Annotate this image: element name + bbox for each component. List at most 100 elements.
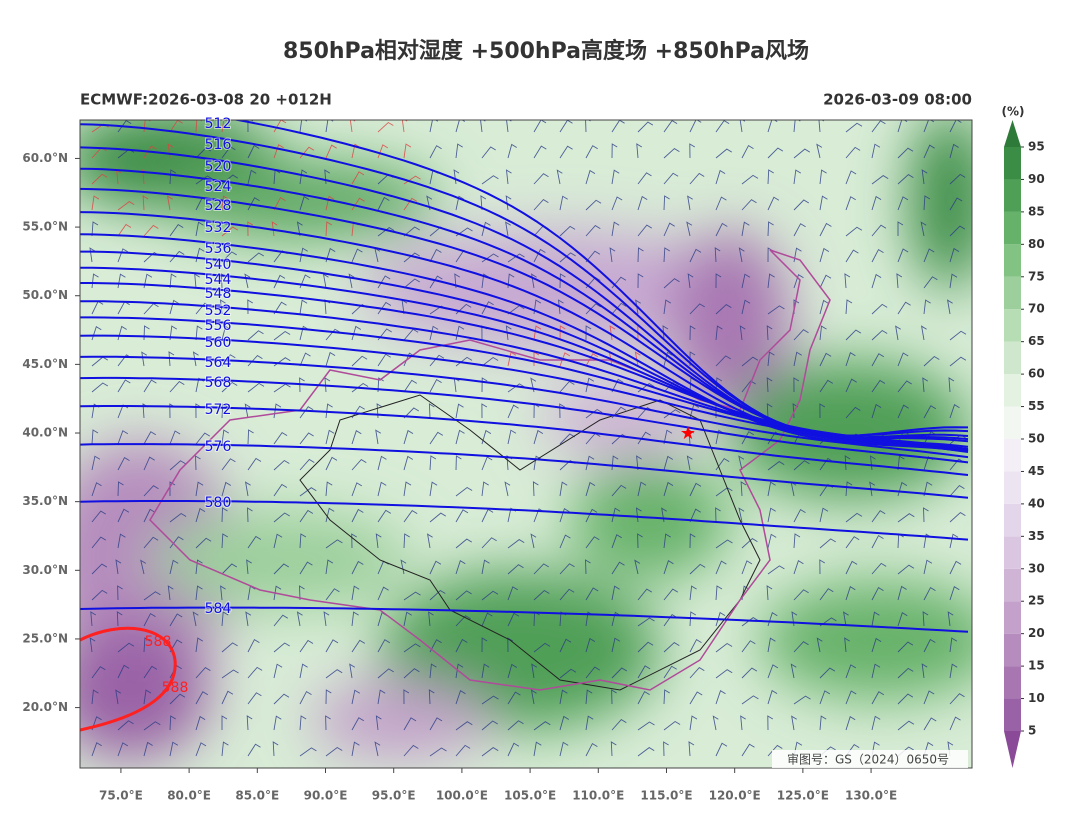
- wind-barb: [325, 539, 343, 549]
- wind-barb: [949, 693, 965, 705]
- wind-barb: [844, 455, 851, 471]
- wind-barb: [273, 459, 290, 471]
- wind-barb: [819, 352, 832, 367]
- wind-barb: [429, 455, 437, 471]
- wind-barb: [819, 559, 826, 575]
- wind-barb: [91, 563, 108, 575]
- wind-barb: [143, 379, 157, 393]
- wind-barb: [689, 143, 696, 159]
- wind-barb: [481, 403, 488, 419]
- wind-barb: [195, 585, 203, 601]
- wind-barb: [871, 534, 884, 549]
- wind-barb: [377, 227, 395, 237]
- wind-barb: [559, 433, 576, 445]
- wind-barb: [559, 195, 568, 211]
- wind-barb: [871, 562, 887, 575]
- wind-barb: [767, 533, 777, 549]
- height-contour-label: 556: [205, 318, 232, 334]
- wind-barb: [871, 663, 881, 679]
- wind-barb: [117, 223, 132, 237]
- wind-barb: [559, 325, 566, 341]
- wind-barb: [481, 456, 493, 471]
- wind-barb: [143, 637, 151, 653]
- wind-barb: [949, 663, 958, 679]
- wind-barb: [767, 744, 783, 757]
- wind-barb: [377, 586, 389, 601]
- wind-barb: [663, 120, 678, 133]
- wind-barb: [351, 248, 363, 263]
- x-tick-label: 80.0°E: [167, 789, 211, 803]
- wind-barb: [481, 175, 499, 185]
- wind-barb: [869, 481, 876, 497]
- wind-barb: [922, 611, 929, 627]
- wind-barb: [819, 247, 830, 263]
- wind-barb: [845, 586, 856, 601]
- wind-barb: [169, 559, 179, 575]
- colorbar-extend: [1004, 120, 1021, 147]
- wind-barb: [559, 588, 575, 601]
- wind-barb: [325, 588, 340, 601]
- wind-barb: [480, 195, 487, 211]
- wind-barb: [533, 199, 549, 211]
- wind-barb: [195, 667, 211, 679]
- wind-barb: [715, 611, 726, 627]
- wind-barb: [688, 429, 695, 445]
- colorbar-label: 45: [1028, 464, 1045, 478]
- wind-barb: [507, 539, 525, 549]
- wind-barb: [195, 691, 209, 705]
- wind-barb: [611, 667, 628, 679]
- wind-barb: [429, 560, 442, 575]
- wind-barb: [403, 533, 410, 549]
- colorbar-label: 55: [1028, 399, 1045, 413]
- wind-barb: [871, 510, 886, 523]
- wind-barb: [767, 715, 774, 731]
- wind-barb: [247, 666, 263, 679]
- wind-barb: [816, 637, 823, 653]
- wind-barb: [766, 585, 773, 601]
- wind-barb: [377, 639, 391, 653]
- wind-barb: [507, 253, 525, 263]
- wind-barb: [299, 458, 315, 471]
- wind-barb: [403, 689, 410, 705]
- wind-barb: [559, 403, 565, 419]
- wind-barb: [429, 481, 438, 497]
- wind-barb: [871, 586, 884, 601]
- wind-barb: [91, 173, 108, 185]
- wind-barb: [91, 429, 99, 445]
- wind-barb: [715, 585, 723, 601]
- wind-barb: [351, 560, 364, 575]
- wind-barb: [819, 222, 832, 237]
- wind-barb: [922, 377, 929, 393]
- wind-barb: [195, 742, 207, 757]
- wind-barb: [949, 273, 958, 289]
- wind-barb: [428, 403, 435, 419]
- wind-barb: [273, 301, 287, 315]
- wind-barb: [585, 536, 600, 549]
- wind-barb: [351, 355, 368, 367]
- wind-barb: [273, 715, 282, 731]
- height-contour: [80, 376, 969, 464]
- wind-barb: [192, 351, 199, 367]
- wind-barb: [117, 720, 134, 731]
- wind-barb: [221, 458, 236, 471]
- wind-barb: [91, 221, 99, 237]
- wind-barb: [949, 560, 962, 575]
- wind-barb: [299, 247, 308, 263]
- wind-barb: [611, 143, 618, 159]
- wind-barb: [429, 248, 442, 263]
- wind-barb: [507, 273, 515, 289]
- wind-barb: [845, 664, 857, 679]
- highlight-contour-label: 588: [145, 634, 172, 650]
- wind-barb: [195, 325, 203, 341]
- wind-barb: [325, 247, 336, 263]
- wind-barb: [949, 356, 967, 367]
- wind-barb: [117, 120, 132, 133]
- wind-barb: [351, 430, 362, 445]
- wind-barb: [793, 695, 811, 705]
- wind-barb: [169, 224, 184, 237]
- wind-barb: [169, 250, 185, 263]
- height-contour: [80, 606, 969, 633]
- wind-barb: [426, 195, 433, 211]
- wind-barb: [871, 353, 885, 367]
- wind-barb: [244, 403, 251, 419]
